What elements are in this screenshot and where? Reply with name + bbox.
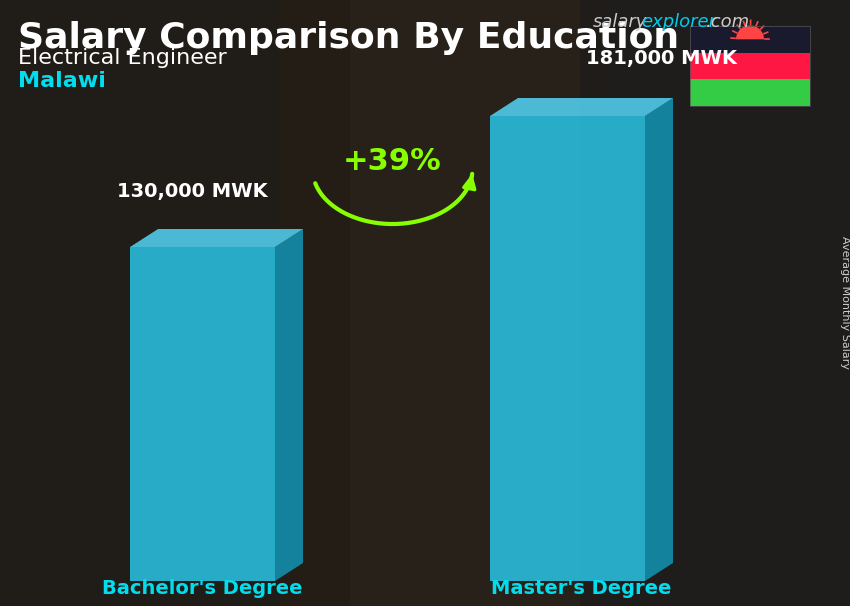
- Text: Average Monthly Salary: Average Monthly Salary: [840, 236, 850, 370]
- Polygon shape: [130, 229, 303, 247]
- Bar: [690, 26, 810, 106]
- Polygon shape: [580, 0, 850, 606]
- Text: Malawi: Malawi: [18, 71, 106, 91]
- Wedge shape: [736, 25, 764, 39]
- Text: .com: .com: [706, 13, 750, 31]
- Bar: [690, 79, 810, 106]
- Bar: [690, 26, 810, 53]
- Text: +39%: +39%: [343, 147, 442, 176]
- Polygon shape: [275, 229, 303, 581]
- Polygon shape: [490, 98, 673, 116]
- Text: Master's Degree: Master's Degree: [491, 579, 672, 598]
- Polygon shape: [645, 98, 673, 581]
- Text: salary: salary: [593, 13, 648, 31]
- Text: explorer: explorer: [641, 13, 716, 31]
- Text: Salary Comparison By Education: Salary Comparison By Education: [18, 21, 679, 55]
- Polygon shape: [280, 0, 600, 606]
- Polygon shape: [0, 0, 350, 606]
- Text: Electrical Engineer: Electrical Engineer: [18, 48, 227, 68]
- Text: 181,000 MWK: 181,000 MWK: [586, 49, 737, 68]
- Text: Bachelor's Degree: Bachelor's Degree: [102, 579, 303, 598]
- Text: 130,000 MWK: 130,000 MWK: [117, 182, 268, 201]
- Polygon shape: [130, 247, 275, 581]
- Polygon shape: [490, 116, 645, 581]
- Bar: [690, 53, 810, 79]
